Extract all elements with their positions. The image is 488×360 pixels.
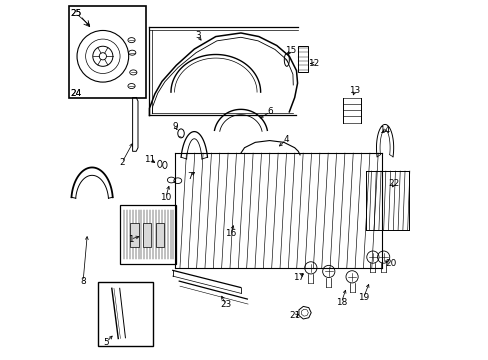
Bar <box>69 6 145 98</box>
Text: 20: 20 <box>385 259 396 268</box>
Bar <box>130 223 139 247</box>
Text: 10: 10 <box>160 193 171 202</box>
Text: 3: 3 <box>195 31 200 40</box>
Text: 17: 17 <box>293 273 304 282</box>
Text: 14: 14 <box>378 126 389 135</box>
Bar <box>98 282 152 346</box>
Text: 9: 9 <box>172 122 178 131</box>
Text: 1: 1 <box>127 235 133 244</box>
Bar <box>297 45 308 72</box>
Text: 25: 25 <box>70 9 81 18</box>
Text: 16: 16 <box>225 229 236 238</box>
Text: 6: 6 <box>267 107 273 116</box>
Text: 13: 13 <box>348 86 360 95</box>
Text: 8: 8 <box>80 276 86 285</box>
Text: 23: 23 <box>220 300 231 309</box>
Text: 2: 2 <box>119 158 124 167</box>
Text: 22: 22 <box>388 179 399 188</box>
Text: 11: 11 <box>144 155 155 164</box>
Text: 18: 18 <box>335 298 346 307</box>
Bar <box>120 205 176 264</box>
Text: 15: 15 <box>284 46 295 55</box>
Text: 24: 24 <box>70 89 81 98</box>
Text: 25: 25 <box>70 9 81 18</box>
Text: 7: 7 <box>187 172 192 181</box>
Text: 21: 21 <box>289 311 301 320</box>
Text: 24: 24 <box>70 89 81 98</box>
Bar <box>142 223 151 247</box>
Text: 12: 12 <box>307 59 318 68</box>
Text: 19: 19 <box>357 293 368 302</box>
Text: 5: 5 <box>103 338 109 347</box>
Text: 4: 4 <box>283 135 288 144</box>
Bar <box>155 223 164 247</box>
